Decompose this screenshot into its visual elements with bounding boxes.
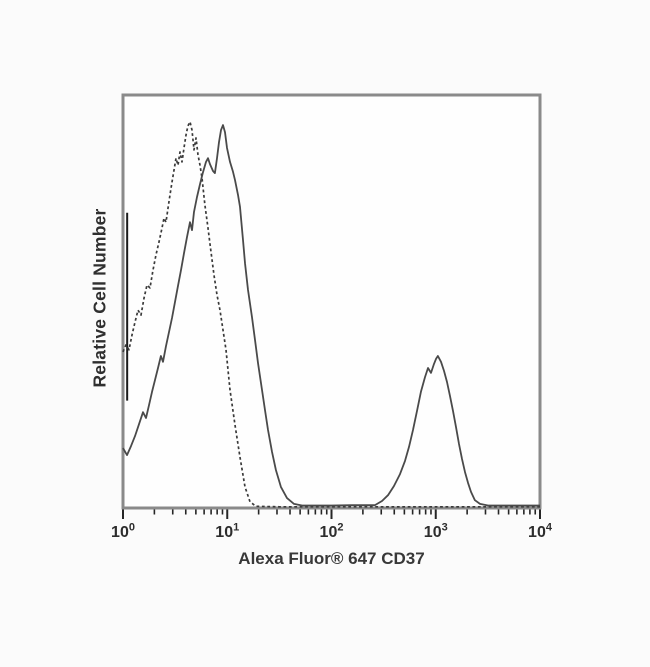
x-axis-label: Alexa Fluor® 647 CD37 <box>238 549 425 568</box>
x-tick-label: 104 <box>528 521 552 541</box>
x-tick-label: 101 <box>215 521 240 541</box>
dashed-control-histogram-curve <box>122 120 540 508</box>
x-tick-label: 102 <box>319 521 344 541</box>
plot-border <box>121 93 542 510</box>
y-axis-label: Relative Cell Number <box>89 208 110 388</box>
solid-stained-histogram-curve <box>122 124 540 507</box>
x-tick-label: 100 <box>111 521 135 541</box>
x-tick-label: 103 <box>423 521 448 541</box>
